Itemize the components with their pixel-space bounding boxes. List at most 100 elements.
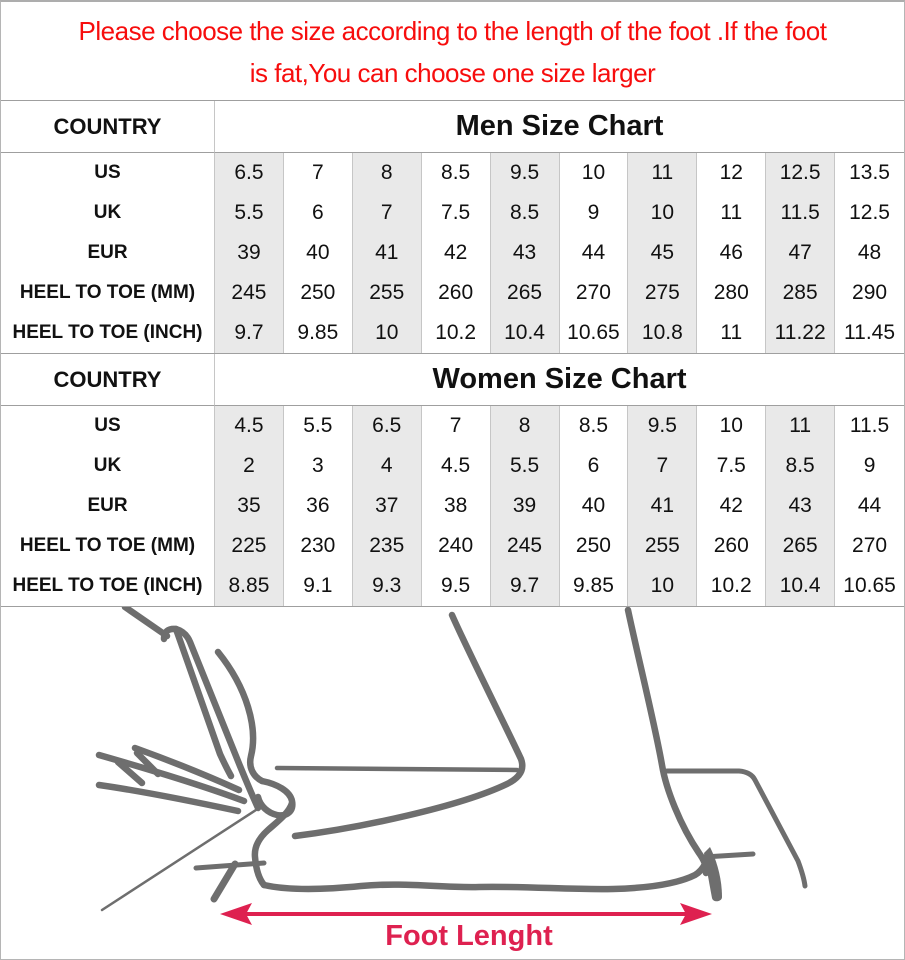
- size-cell: 10: [628, 566, 698, 606]
- foot-measure-diagram: Foot Lenght: [1, 607, 904, 959]
- size-cell: 265: [766, 526, 836, 566]
- arrow-head-right: [680, 903, 712, 925]
- men-row-label-1: UK: [1, 193, 215, 233]
- size-cell: 9.5: [421, 566, 491, 606]
- size-cell: 40: [283, 233, 353, 273]
- finger-spur-2: [133, 749, 162, 778]
- size-cell: 45: [628, 233, 698, 273]
- size-cell: 44: [835, 486, 904, 526]
- notice-line-2: is fat,You can choose one size larger: [249, 58, 656, 88]
- size-cell: 48: [835, 233, 904, 273]
- size-cell: 10.2: [697, 566, 767, 606]
- size-cell: 40: [559, 486, 629, 526]
- size-cell: 35: [215, 486, 284, 526]
- size-cell: 2: [215, 446, 284, 486]
- size-cell: 10: [697, 406, 767, 446]
- size-cell: 11.45: [835, 313, 904, 353]
- size-cell: 8.85: [215, 566, 284, 606]
- size-cell: 7: [283, 153, 353, 193]
- shin-instep-outline: [291, 611, 526, 840]
- men-row-label-4: HEEL TO TOE (INCH): [1, 313, 215, 353]
- size-cell: 6.5: [215, 153, 284, 193]
- toe-top-measure-line: [274, 765, 520, 773]
- size-cell: 245: [215, 273, 284, 313]
- women-corner-label: COUNTRY: [1, 354, 215, 406]
- size-cell: 245: [490, 526, 560, 566]
- finger-line-2: [131, 744, 243, 794]
- size-cell: 3: [283, 446, 353, 486]
- finger-line-3: [95, 781, 242, 815]
- men-size-table: COUNTRY Men Size Chart US 6.5 7 8 8.5 9.5 10 11 12…: [1, 100, 904, 354]
- size-cell: 9.1: [283, 566, 353, 606]
- heel-board-outline: [664, 768, 808, 889]
- heel-mark-stroke: [704, 847, 722, 902]
- women-row-label-4: HEEL TO TOE (INCH): [1, 566, 215, 606]
- size-cell: 4.5: [215, 406, 284, 446]
- size-cell: 250: [283, 273, 353, 313]
- women-row-label-0: US: [1, 406, 215, 446]
- toe-mark-stroke: [210, 860, 239, 903]
- size-cell: 9.7: [215, 313, 284, 353]
- size-cell: 6: [559, 446, 629, 486]
- size-cell: 42: [697, 486, 767, 526]
- size-cell: 280: [697, 273, 767, 313]
- size-cell: 11.22: [766, 313, 836, 353]
- foot-length-label: Foot Lenght: [385, 920, 553, 952]
- size-cell: 8: [490, 406, 560, 446]
- size-cell: 270: [559, 273, 629, 313]
- size-cell: 8.5: [421, 153, 491, 193]
- size-cell: 47: [766, 233, 836, 273]
- notice-line-1: Please choose the size according to the …: [78, 16, 827, 46]
- size-cell: 41: [628, 486, 698, 526]
- size-cell: 10.8: [628, 313, 698, 353]
- size-cell: 8.5: [559, 406, 629, 446]
- women-size-table: COUNTRY Women Size Chart US 4.5 5.5 6.5 7 8 8.5 9…: [1, 354, 904, 607]
- size-cell: 10: [352, 313, 422, 353]
- size-cell: 5.5: [215, 193, 284, 233]
- hand-wrist-line: [121, 607, 171, 640]
- size-cell: 6: [283, 193, 353, 233]
- size-cell: 260: [697, 526, 767, 566]
- size-cell: 6.5: [352, 406, 422, 446]
- size-cell: 5.5: [283, 406, 353, 446]
- size-cell: 270: [835, 526, 904, 566]
- men-row-label-3: HEEL TO TOE (MM): [1, 273, 215, 313]
- size-cell: 9.3: [352, 566, 422, 606]
- size-cell: 46: [697, 233, 767, 273]
- men-row-label-0: US: [1, 153, 215, 193]
- size-cell: 42: [421, 233, 491, 273]
- size-cell: 8.5: [766, 446, 836, 486]
- size-cell: 255: [352, 273, 422, 313]
- size-cell: 9.85: [283, 313, 353, 353]
- size-cell: 9: [835, 446, 904, 486]
- size-cell: 265: [490, 273, 560, 313]
- size-cell: 39: [490, 486, 560, 526]
- size-cell: 7: [628, 446, 698, 486]
- leg-heel-outline: [624, 607, 710, 877]
- finger-line-1: [95, 751, 248, 805]
- size-cell: 44: [559, 233, 629, 273]
- size-cell: 13.5: [835, 153, 904, 193]
- foot-measure-illustration: Foot Lenght: [95, 607, 808, 952]
- size-cell: 255: [628, 526, 698, 566]
- size-cell: 4: [352, 446, 422, 486]
- size-notice-banner: Please choose the size according to the …: [1, 2, 904, 100]
- size-cell: 11.5: [766, 193, 836, 233]
- men-table-title: Men Size Chart: [215, 101, 904, 153]
- arrow-head-left: [220, 903, 252, 925]
- size-cell: 8: [352, 153, 422, 193]
- women-table-title: Women Size Chart: [215, 354, 904, 406]
- size-cell: 37: [352, 486, 422, 526]
- size-cell: 12.5: [835, 193, 904, 233]
- size-cell: 10.4: [766, 566, 836, 606]
- size-cell: 11.5: [835, 406, 904, 446]
- size-cell: 11: [628, 153, 698, 193]
- size-cell: 9.7: [490, 566, 560, 606]
- size-cell: 7.5: [697, 446, 767, 486]
- size-cell: 10.65: [559, 313, 629, 353]
- women-row-label-1: UK: [1, 446, 215, 486]
- size-cell: 10: [628, 193, 698, 233]
- toe-front-outline: [251, 799, 296, 889]
- size-cell: 38: [421, 486, 491, 526]
